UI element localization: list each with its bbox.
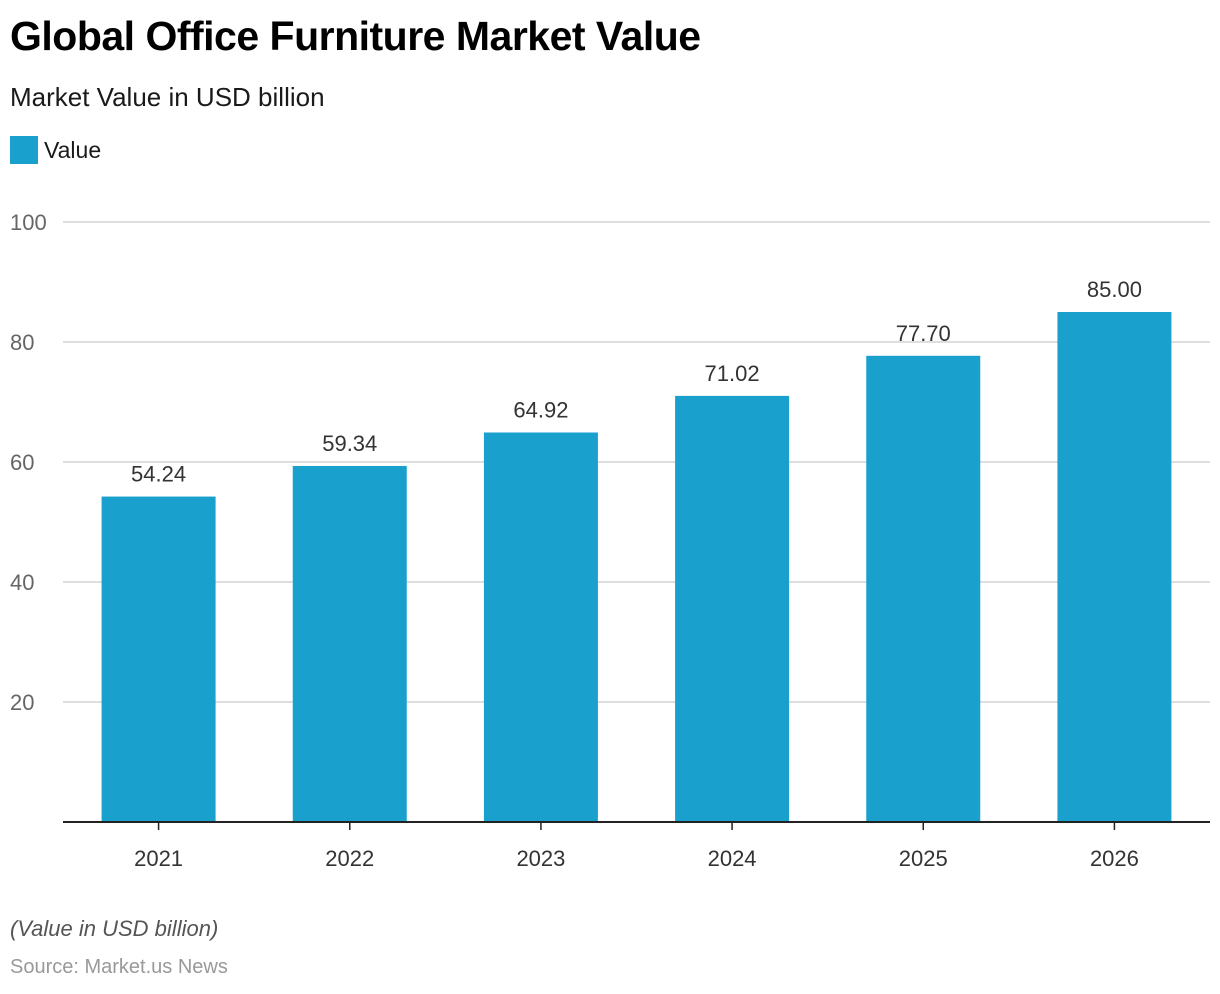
chart-title: Global Office Furniture Market Value — [10, 13, 701, 59]
y-tick-label: 60 — [10, 450, 34, 475]
bar — [101, 496, 216, 822]
bar-value-label: 59.34 — [322, 431, 377, 456]
y-tick-label: 80 — [10, 330, 34, 355]
y-tick-label: 100 — [10, 210, 47, 235]
y-tick-label: 20 — [10, 690, 34, 715]
y-tick-label: 40 — [10, 570, 34, 595]
bar-value-label: 85.00 — [1087, 277, 1142, 302]
bar-value-label: 71.02 — [705, 361, 760, 386]
legend-label: Value — [44, 136, 102, 163]
chart-footnote: (Value in USD billion) — [10, 916, 219, 941]
x-tick-label: 2025 — [899, 846, 948, 871]
bar-value-label: 64.92 — [513, 397, 568, 422]
chart-source: Source: Market.us News — [10, 956, 228, 978]
bar-chart: 20 40 60 80 100 54.24 2021 59.34 2022 64.92 2023 71… — [10, 210, 1210, 871]
bar — [292, 465, 407, 822]
bar — [866, 355, 981, 822]
legend-swatch — [10, 136, 38, 164]
x-tick-label: 2023 — [516, 846, 565, 871]
bar — [483, 432, 598, 822]
chart-legend: Value — [10, 135, 101, 165]
x-tick-label: 2022 — [325, 846, 374, 871]
bar-value-label: 77.70 — [896, 321, 951, 346]
bar — [675, 395, 790, 822]
bar-value-label: 54.24 — [131, 462, 186, 487]
x-tick-label: 2021 — [134, 846, 183, 871]
x-tick-label: 2026 — [1090, 846, 1139, 871]
chart-subtitle: Market Value in USD billion — [10, 82, 325, 112]
bar — [1057, 312, 1172, 822]
x-tick-label: 2024 — [708, 846, 757, 871]
